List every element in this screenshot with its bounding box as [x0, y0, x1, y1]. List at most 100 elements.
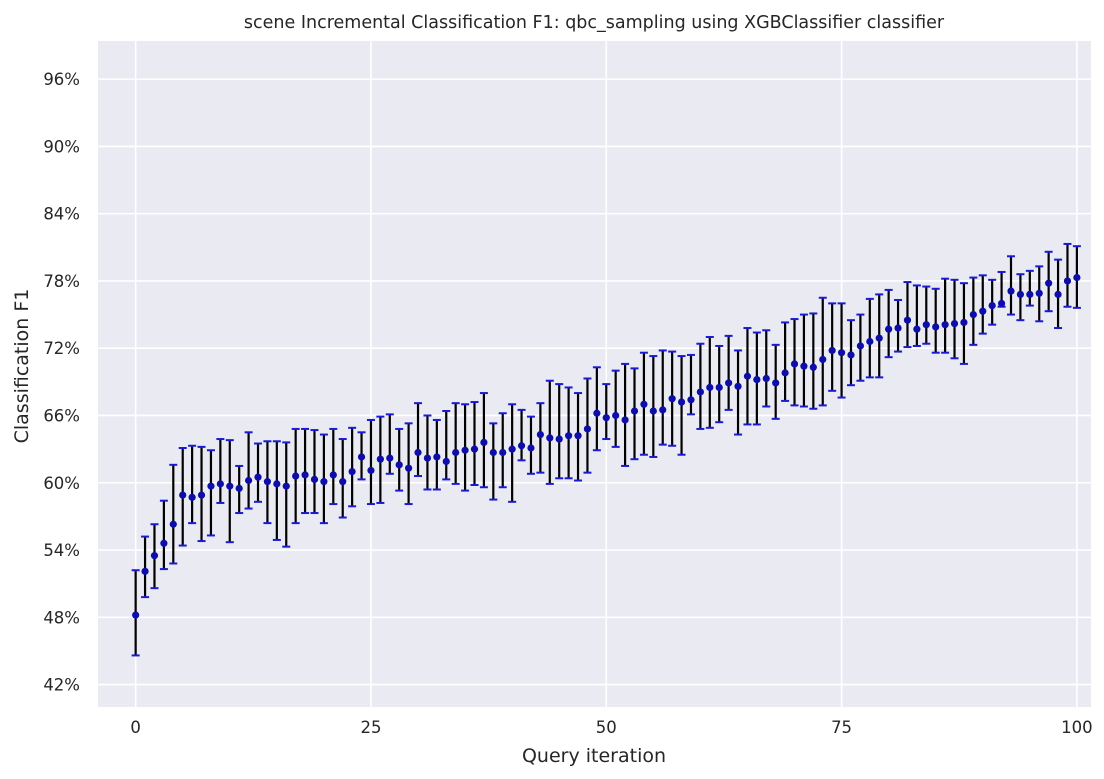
mean-point	[292, 472, 300, 480]
mean-point	[1063, 277, 1072, 285]
mean-point	[452, 448, 460, 457]
mean-point	[828, 346, 836, 355]
y-tick-label: 48%	[43, 608, 80, 627]
mean-point	[207, 482, 215, 490]
mean-point	[160, 539, 168, 547]
y-axis-ticks: 42% 48% 54% 60% 66% 72% 78% 84% 90% 96%	[43, 70, 80, 694]
mean-point	[235, 484, 243, 492]
mean-point	[932, 323, 940, 331]
data-points	[132, 273, 1081, 619]
y-tick-label: 78%	[43, 272, 80, 291]
mean-point	[809, 363, 817, 371]
mean-point	[508, 445, 516, 453]
mean-point	[979, 307, 987, 315]
mean-point	[612, 411, 620, 420]
mean-point	[470, 445, 479, 453]
y-tick-label: 42%	[43, 676, 80, 695]
mean-point	[414, 448, 422, 457]
x-tick-label: 100	[1061, 718, 1093, 737]
x-tick-label: 50	[596, 718, 617, 737]
mean-point	[583, 425, 592, 433]
x-tick-label: 0	[130, 718, 141, 737]
mean-point	[649, 407, 657, 415]
mean-point	[565, 432, 573, 440]
mean-point	[310, 475, 319, 483]
x-tick-label: 25	[360, 718, 381, 737]
mean-point	[1054, 290, 1062, 298]
mean-point	[866, 337, 874, 346]
mean-point	[988, 302, 996, 310]
mean-point	[1035, 289, 1043, 297]
mean-point	[837, 349, 846, 357]
mean-point	[480, 438, 488, 446]
mean-point	[630, 407, 639, 415]
y-tick-label: 54%	[43, 541, 80, 560]
mean-point	[179, 491, 187, 499]
mean-point	[922, 321, 930, 329]
mean-point	[301, 471, 309, 479]
y-tick-label: 84%	[43, 205, 80, 224]
mean-point	[216, 480, 224, 488]
mean-point	[1045, 279, 1053, 287]
mean-point	[1026, 290, 1034, 298]
mean-point	[781, 369, 789, 377]
mean-point	[150, 552, 159, 560]
mean-point	[244, 476, 253, 485]
mean-point	[320, 478, 328, 486]
mean-point	[1073, 273, 1081, 282]
mean-point	[969, 310, 977, 319]
mean-point	[574, 432, 582, 440]
mean-point	[997, 299, 1006, 307]
mean-point	[546, 434, 554, 442]
mean-point	[367, 466, 375, 475]
mean-point	[376, 455, 384, 463]
mean-point	[536, 430, 544, 439]
mean-point	[885, 325, 893, 333]
mean-point	[913, 325, 921, 333]
y-tick-label: 90%	[43, 137, 80, 156]
mean-point	[339, 478, 347, 486]
mean-point	[263, 478, 272, 486]
mean-point	[725, 379, 733, 387]
mean-point	[169, 520, 177, 528]
mean-point	[790, 360, 799, 368]
mean-point	[762, 374, 770, 383]
mean-point	[856, 342, 864, 350]
mean-point	[254, 473, 262, 481]
mean-point	[282, 482, 290, 490]
mean-point	[772, 379, 780, 387]
mean-point	[903, 316, 912, 324]
mean-point	[621, 416, 629, 424]
mean-point	[132, 611, 140, 619]
x-tick-label: 75	[831, 718, 852, 737]
mean-point	[141, 567, 149, 575]
mean-point	[348, 467, 356, 476]
mean-point	[819, 355, 827, 364]
chart-title: scene Incremental Classification F1: qbc…	[244, 13, 945, 33]
mean-point	[659, 406, 667, 414]
mean-point	[640, 400, 648, 408]
x-axis-label: Query iteration	[522, 745, 666, 767]
mean-point	[188, 493, 196, 501]
mean-point	[847, 351, 855, 359]
mean-point	[386, 454, 394, 462]
mean-point	[602, 414, 610, 422]
y-tick-label: 66%	[43, 406, 80, 425]
mean-point	[461, 446, 469, 454]
mean-point	[950, 319, 959, 328]
mean-point	[226, 482, 234, 490]
mean-point	[405, 464, 413, 472]
mean-point	[273, 480, 281, 488]
mean-point	[734, 382, 742, 390]
mean-point	[696, 388, 704, 396]
mean-point	[395, 461, 403, 469]
mean-point	[433, 453, 441, 461]
x-axis-ticks: 0 25 50 75 100	[130, 718, 1092, 737]
mean-point	[800, 362, 808, 370]
mean-point	[442, 457, 450, 466]
mean-point	[423, 454, 432, 462]
mean-point	[197, 491, 206, 499]
mean-point	[527, 444, 535, 452]
mean-point	[357, 453, 366, 461]
